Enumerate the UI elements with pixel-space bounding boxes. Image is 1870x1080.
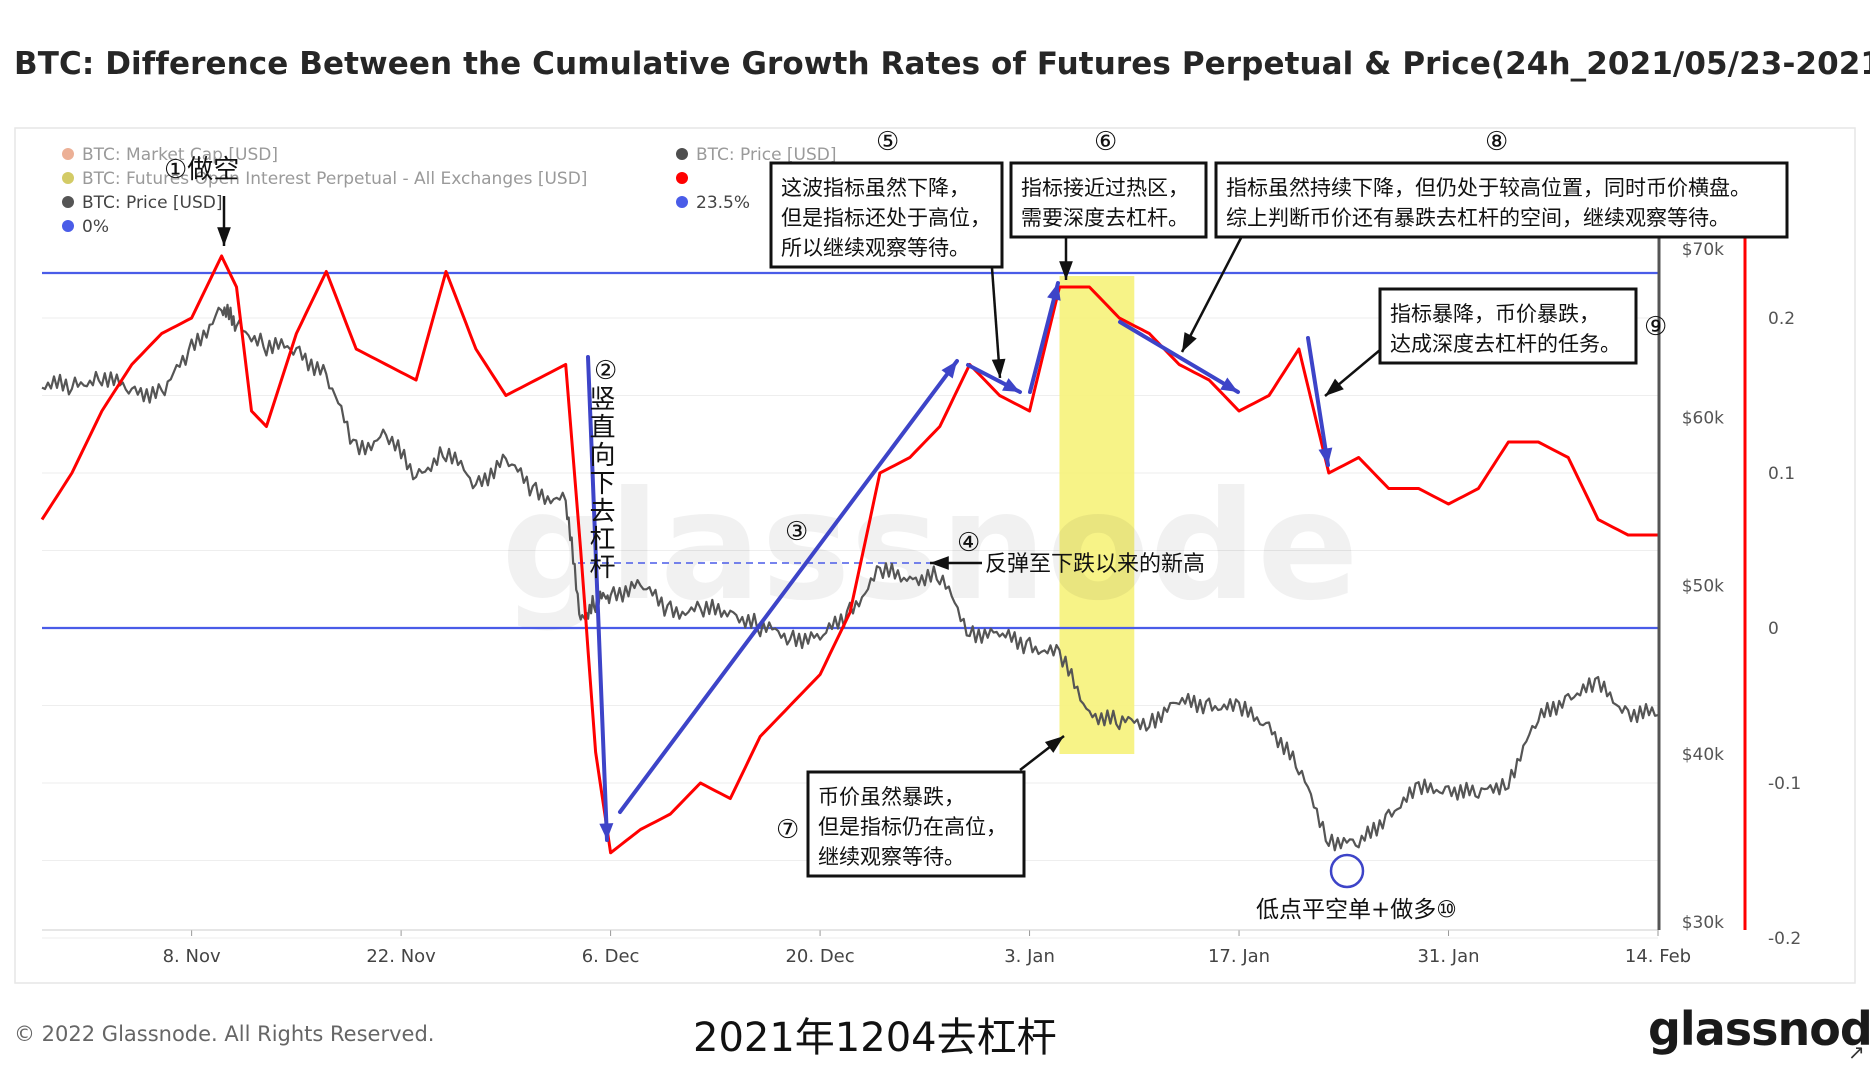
annotation-7-box-line: 但是指标仍在高位，	[818, 815, 1007, 839]
legend-label: 0%	[82, 217, 109, 237]
expand-arrow-icon[interactable]: ↗	[1848, 1040, 1865, 1064]
annotation-5-arrow-head	[991, 358, 1006, 378]
legend-swatch	[676, 148, 688, 160]
annotation-7-box	[806, 770, 1026, 878]
legend-label: BTC: Price [USD]	[696, 145, 837, 165]
legend-label: BTC: Price [USD]	[82, 193, 223, 213]
legend-swatch	[62, 220, 74, 232]
annotation-8-arrow-head	[1182, 332, 1197, 352]
annotation-6-arrow-head	[1059, 261, 1073, 280]
annotation-9-blue-arrow	[1306, 336, 1330, 467]
annotation-7-box-line: 继续观察等待。	[818, 845, 965, 869]
annotation-8-box	[1214, 161, 1789, 239]
x-tick-label: 3. Jan	[1004, 946, 1055, 967]
x-tick-label: 14. Feb	[1625, 946, 1691, 967]
right-tick-label: 0.2	[1768, 309, 1795, 329]
annotation-6-blue-arrow-head	[1047, 283, 1061, 301]
price-tick-label: $30k	[1682, 913, 1724, 933]
annotation-2-arrow	[586, 355, 609, 842]
annotation-9-box-line: 指标暴降，币价暴跌，	[1390, 302, 1600, 326]
x-tick-label: 17. Jan	[1208, 946, 1270, 967]
annotation-9-box-line: 达成深度去杠杆的任务。	[1390, 332, 1621, 356]
price-series-line	[41, 303, 1659, 852]
annotation-5-num: ⑤	[876, 127, 899, 157]
axes-group: 8. Nov 22. Nov 6. Dec 20. Dec 3. Jan 17. Jan 3…	[42, 238, 1801, 967]
annotation-2-label: 竖直向下去杠杆	[585, 385, 615, 581]
annotation-3-arrow	[618, 359, 959, 814]
series-group	[40, 254, 1659, 855]
copyright: © 2022 Glassnode. All Rights Reserved.	[14, 1022, 435, 1046]
annotation-2-num: ②	[594, 356, 617, 386]
annotation-5-box	[769, 161, 1004, 269]
annotation-8-box-line: 综上判断币价还有暴跌去杠杆的空间，继续观察等待。	[1226, 206, 1730, 230]
legend-swatch	[676, 172, 688, 184]
x-tick-label: 8. Nov	[163, 946, 221, 967]
annotation-6-box-line: 需要深度去杠杆。	[1021, 206, 1189, 230]
annotation-6-blue-arrow	[1028, 281, 1060, 394]
annotation-8-num: ⑧	[1485, 127, 1508, 157]
chart-title: BTC: Difference Between the Cumulative G…	[14, 46, 1870, 82]
x-tick-label: 31. Jan	[1417, 946, 1479, 967]
price-tick-label: $50k	[1682, 577, 1724, 597]
annotation-9-num: ⑨	[1644, 312, 1667, 342]
annotation-3-num: ③	[785, 517, 808, 547]
legend-swatch	[62, 172, 74, 184]
annotation-1-label: ①做空	[164, 155, 239, 185]
annotation-4-num: ④	[957, 528, 980, 558]
annotation-6-box-line: 指标接近过热区，	[1021, 176, 1189, 200]
annotation-5-blue-arrow-head	[1002, 378, 1020, 392]
annotation-5-box-line: 所以继续观察等待。	[781, 236, 970, 260]
annotation-8-blue-arrow	[1118, 320, 1240, 394]
annotation-9-arrow-head	[1325, 378, 1344, 396]
legend-swatch	[62, 196, 74, 208]
right-tick-label: 0.1	[1768, 464, 1795, 484]
annotation-5-box-line: 但是指标还处于高位，	[781, 206, 991, 230]
annotation-10-label: 低点平空单+做多⑩	[1256, 897, 1457, 923]
price-tick-label: $60k	[1682, 408, 1724, 428]
annotation-9-box	[1378, 287, 1638, 365]
annotation-5-box-line: 这波指标虽然下降，	[781, 176, 970, 200]
x-tick-label: 6. Dec	[582, 946, 640, 967]
x-tick-label: 22. Nov	[366, 946, 436, 967]
annotation-3-arrow-head	[941, 361, 957, 379]
right-tick-label: 0	[1768, 619, 1779, 639]
annotation-7-box-line: 币价虽然暴跌，	[818, 785, 965, 809]
watermark: glassnode	[501, 460, 1359, 634]
right-tick-label: -0.2	[1768, 929, 1801, 949]
chart-subtitle: 2021年1204去杠杆	[693, 1015, 1057, 1061]
annotation-4-note: 反弹至下跌以来的新高	[985, 552, 1205, 577]
annotation-6-num: ⑥	[1094, 127, 1117, 157]
annotation-8-box-line: 指标虽然持续下降，但仍处于较高位置，同时币价横盘。	[1226, 176, 1751, 200]
indicator-series-line	[40, 254, 1658, 855]
annotation-1-arrow-head	[217, 227, 231, 246]
annotation-2-arrow-head	[599, 823, 614, 840]
right-tick-label: -0.1	[1768, 774, 1801, 794]
glassnode-logo: glassnode	[1648, 1002, 1870, 1056]
annotation-8-arrow	[1180, 235, 1244, 353]
legend-group: BTC: Market Cap [USD] BTC: Futures Open I…	[62, 145, 837, 237]
annotation-7-num: ⑦	[776, 815, 799, 845]
annotation-6-box	[1009, 161, 1208, 239]
legend-label: 23.5%	[696, 193, 750, 213]
annotation-7-arrow-head	[1044, 736, 1064, 753]
legend-label: BTC: Futures Open Interest Perpetual - A…	[82, 169, 587, 189]
legend-swatch	[62, 148, 74, 160]
price-tick-label: $40k	[1682, 745, 1724, 765]
price-tick-label: $70k	[1682, 240, 1724, 260]
x-tick-label: 20. Dec	[785, 946, 854, 967]
annotation-4-arrow-head	[930, 556, 949, 570]
legend-swatch	[676, 196, 688, 208]
annotation-9-blue-arrow-head	[1318, 447, 1333, 465]
annotation-8-blue-arrow-head	[1220, 377, 1238, 392]
legend-label: BTC: Market Cap [USD]	[82, 145, 278, 165]
reference-lines	[42, 271, 1658, 630]
annotation-10-circle	[1329, 853, 1365, 889]
